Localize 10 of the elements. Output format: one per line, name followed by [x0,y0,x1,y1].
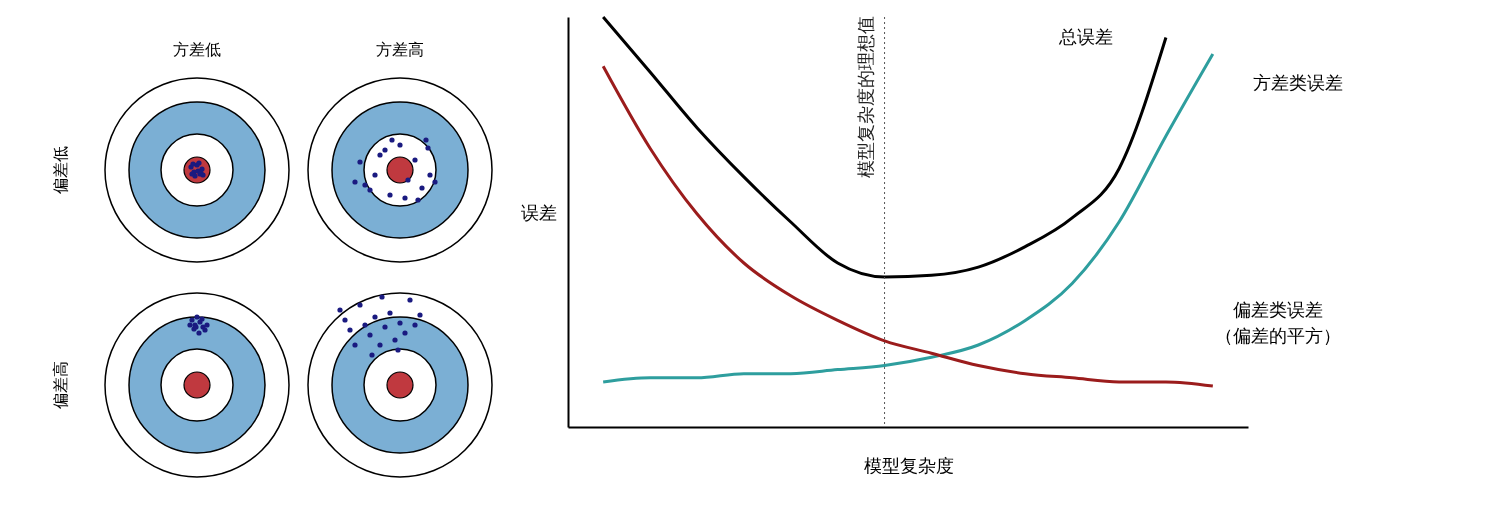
category-label: 方差低 [173,40,221,59]
category-label: 方差高 [376,40,424,59]
text: 偏差类误差（偏差的平方） [1214,299,1341,346]
y-axis-title: 误差 [520,201,557,223]
category-label: 偏差低 [51,146,70,194]
x-axis-title: 模型复杂度 [863,454,954,476]
category-label: 偏差高 [51,361,70,409]
annotation: 模型复杂度的理想值 [854,16,876,178]
text: 总误差 [1057,25,1113,47]
text: 方差类误差 [1252,71,1343,93]
